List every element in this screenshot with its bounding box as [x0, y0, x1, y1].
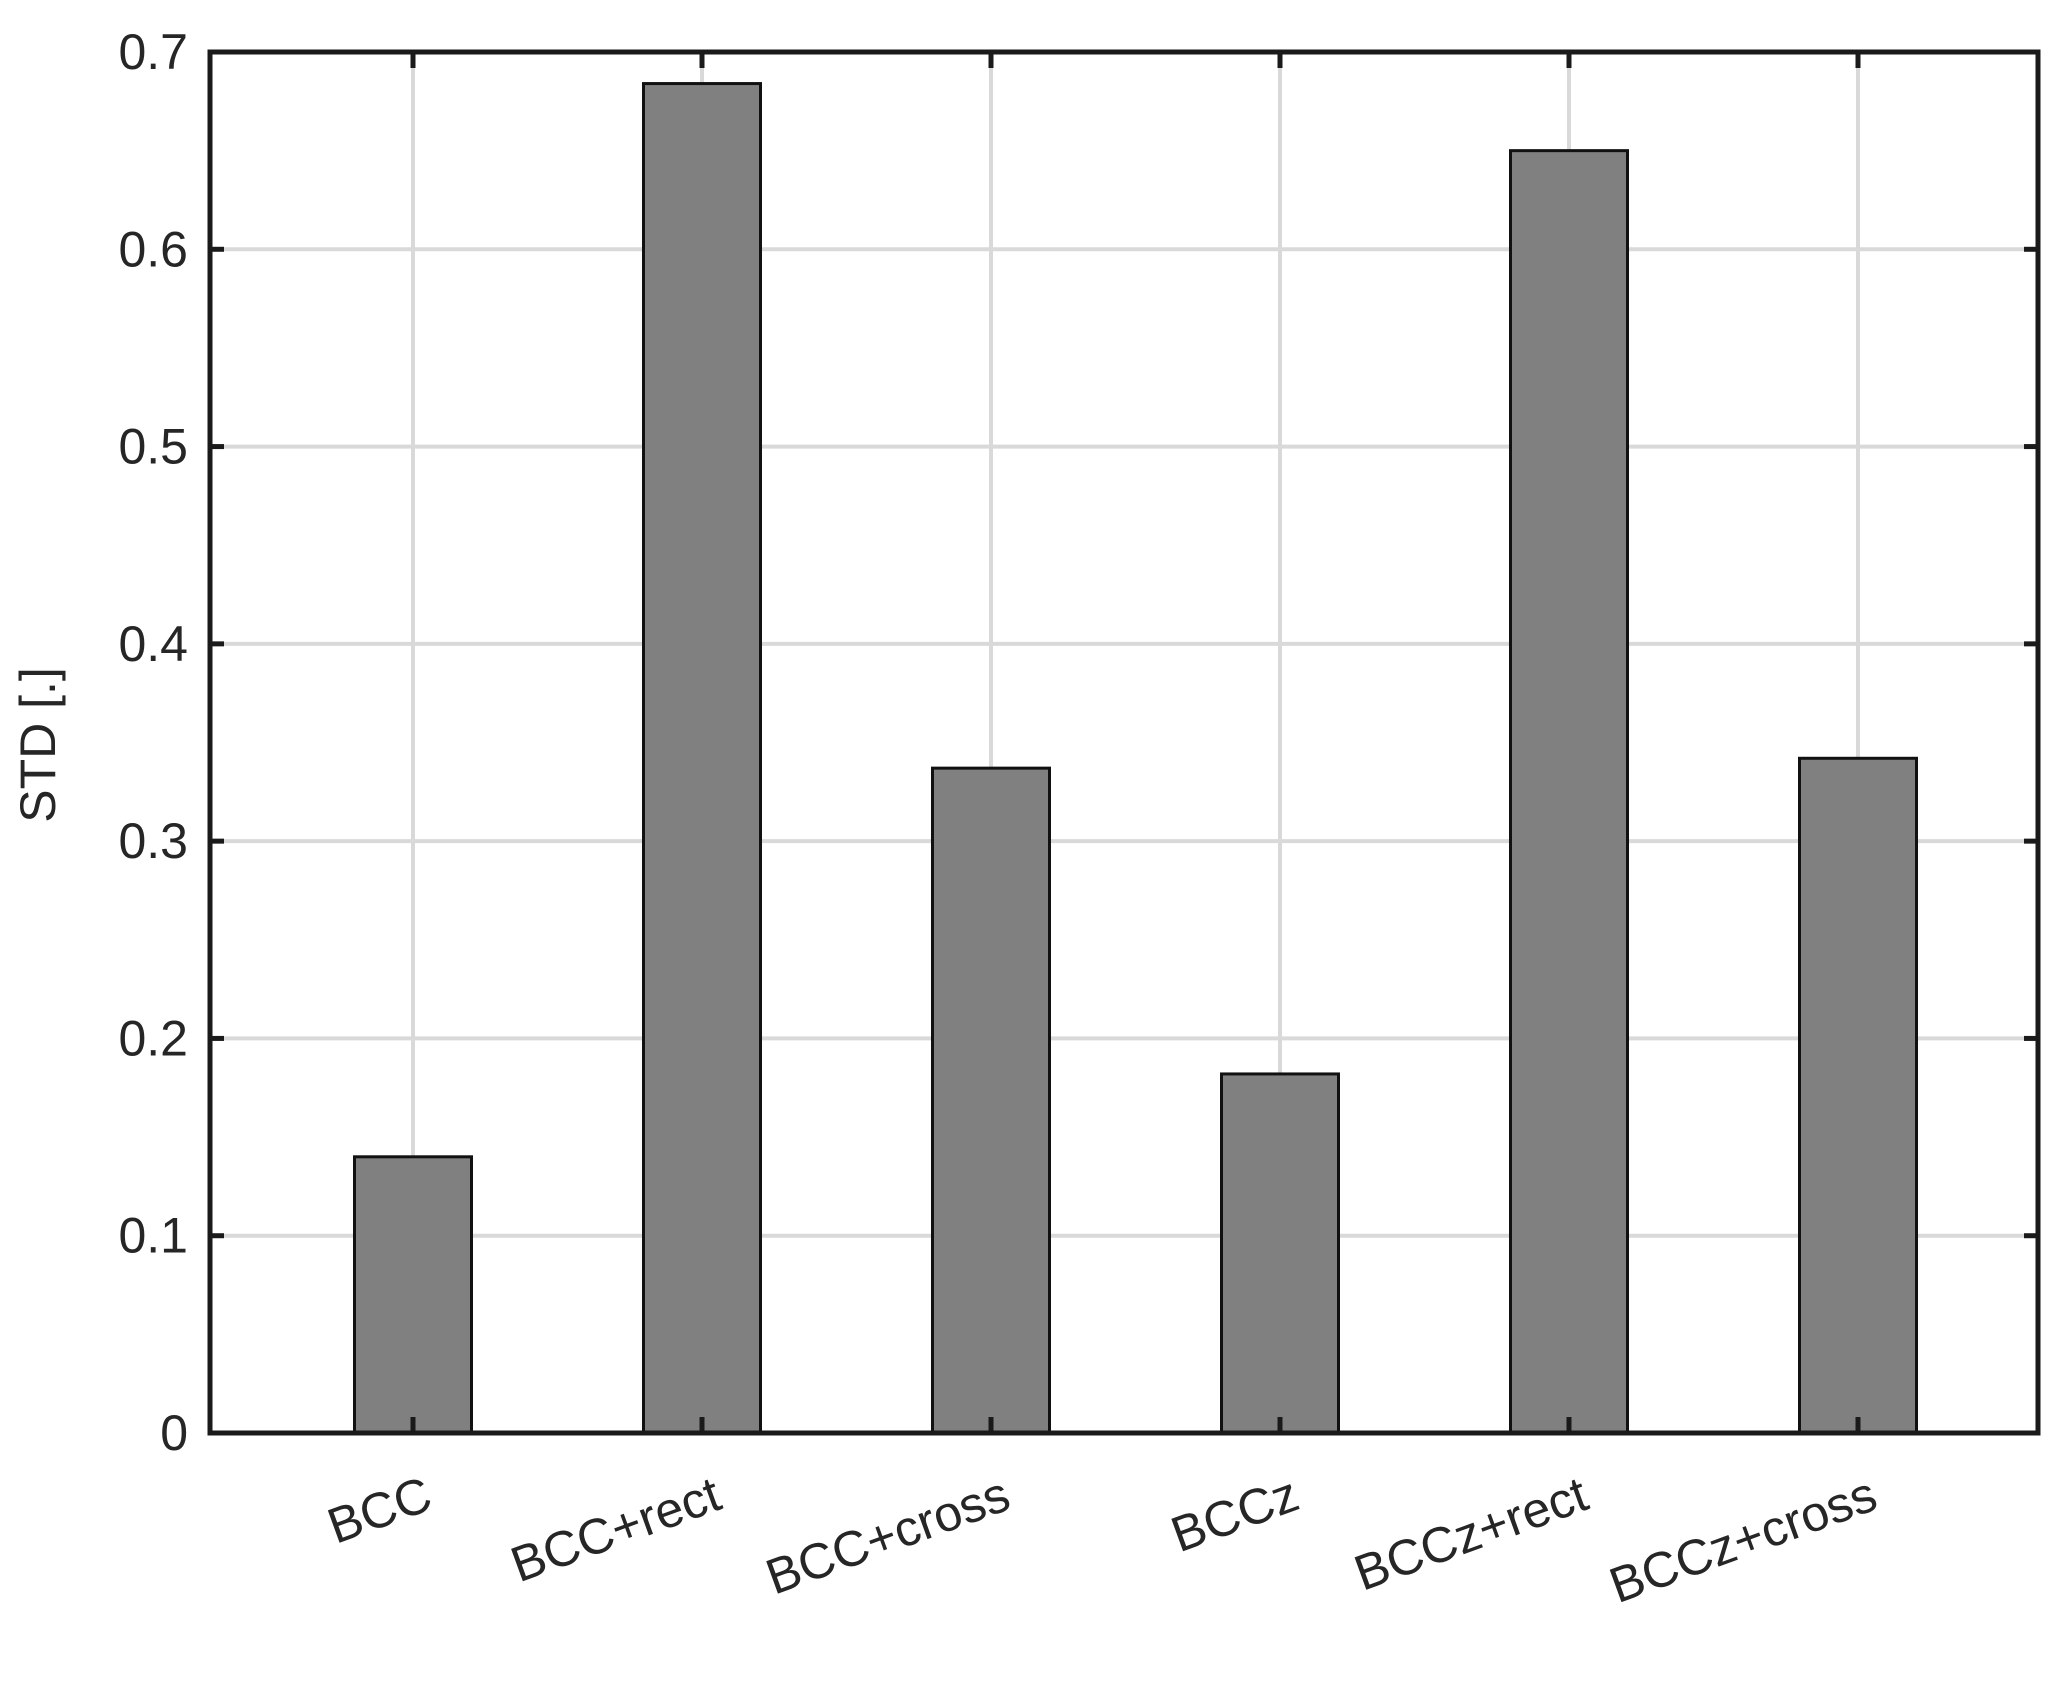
bar-bcc: [353, 1155, 473, 1435]
bar-bccz-plus-rect: [1509, 149, 1629, 1435]
bar-bcc-plus-cross: [931, 766, 1051, 1435]
x-tick-label: BCC+cross: [759, 1466, 1017, 1606]
axes-layer: [207, 49, 2041, 1436]
grid-layer: [210, 52, 2038, 1433]
y-tick-label: 0.1: [118, 1208, 188, 1264]
y-tick-label: 0.7: [118, 24, 188, 80]
x-tick-label: BCC: [320, 1466, 438, 1555]
bar-bccz-plus-cross: [1798, 756, 1918, 1435]
x-tick-label: BCCz: [1164, 1466, 1306, 1563]
y-tick-label: 0: [160, 1405, 188, 1461]
y-tick-label: 0.3: [118, 813, 188, 869]
bar-layer: [353, 82, 1918, 1435]
bar-bccz: [1220, 1072, 1340, 1435]
y-axis-label: STD [.]: [10, 667, 66, 823]
plot-frame: [207, 49, 2041, 1436]
y-tick-label: 0.5: [118, 419, 188, 475]
x-tick-label: BCC+rect: [504, 1466, 728, 1593]
y-tick-label: 0.4: [118, 616, 188, 672]
y-tick-label: 0.6: [118, 221, 188, 277]
x-tick-label: BCCz+cross: [1602, 1466, 1884, 1614]
y-tick-label: 0.2: [118, 1010, 188, 1066]
x-tick-label: BCCz+rect: [1347, 1466, 1595, 1602]
bar-bcc-plus-rect: [642, 82, 762, 1435]
